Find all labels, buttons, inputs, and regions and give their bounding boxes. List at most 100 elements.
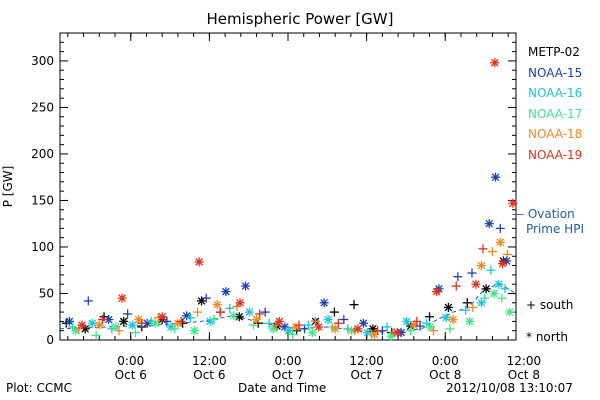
point-noaa-15 (495, 223, 505, 233)
point-stroke-d2 (402, 317, 411, 326)
y-tick-label: 300 (31, 54, 54, 68)
point-noaa-17 (229, 311, 239, 321)
legend-item-noaa-17: NOAA-17 (528, 106, 583, 121)
point-noaa-19 (451, 281, 461, 291)
point-stroke-d2 (281, 323, 289, 331)
point-noaa-17 (505, 307, 515, 317)
point-noaa-18 (369, 329, 379, 339)
point-noaa-17 (307, 328, 317, 338)
ovation-label-line1: — Ovation (512, 207, 575, 221)
point-noaa-19 (353, 324, 363, 334)
point-metp-02 (425, 312, 435, 322)
point-stroke-d2 (496, 238, 505, 247)
point-stroke-d2 (158, 312, 167, 321)
point-noaa-17 (130, 328, 140, 338)
point-noaa-15 (201, 293, 211, 303)
point-noaa-19 (97, 315, 107, 325)
point-stroke-d2 (241, 282, 250, 290)
point-noaa-19 (235, 298, 245, 308)
point-noaa-15 (484, 219, 494, 229)
point-stroke-d2 (472, 280, 480, 289)
point-noaa-16 (323, 315, 333, 325)
x-tick-date-label: Oct 6 (193, 368, 225, 382)
point-stroke-d2 (494, 280, 503, 289)
point-stroke-d2 (229, 311, 238, 320)
point-noaa-19 (373, 326, 383, 336)
point-stroke-d2 (442, 313, 450, 322)
point-noaa-15 (415, 321, 425, 331)
point-noaa-17 (209, 315, 219, 325)
point-noaa-17 (91, 330, 101, 340)
point-noaa-19 (117, 293, 127, 303)
y-axis-label: P [GW] (1, 166, 15, 208)
point-noaa-15 (221, 287, 231, 297)
x-tick-time-label: 0:00 (275, 354, 302, 368)
point-noaa-16 (186, 313, 196, 323)
point-noaa-19 (333, 318, 343, 328)
point-stroke-d2 (369, 325, 377, 333)
point-stroke-d2 (111, 323, 120, 331)
point-noaa-16 (402, 316, 412, 326)
point-noaa-16 (494, 279, 504, 289)
point-stroke-d2 (128, 321, 137, 329)
point-metp-02 (329, 307, 339, 317)
point-stroke-d2 (118, 294, 126, 302)
point-stroke-d2 (320, 298, 329, 307)
point-stroke-d2 (182, 311, 191, 320)
point-noaa-16 (382, 322, 392, 332)
point-noaa-15 (467, 268, 477, 278)
point-noaa-15 (182, 311, 192, 321)
x-tick-time-label: 12:00 (507, 354, 542, 368)
point-noaa-19 (314, 322, 324, 332)
point-stroke-d2 (490, 289, 498, 298)
point-noaa-17 (465, 316, 475, 326)
point-stroke-d2 (477, 298, 486, 307)
point-stroke-d2 (252, 315, 261, 324)
legend-item-metp-02: METP-02 (528, 45, 580, 59)
point-noaa-15 (64, 316, 74, 326)
point-noaa-16 (205, 316, 215, 326)
x-tick-time-label: 0:00 (432, 354, 459, 368)
point-stroke-d2 (393, 328, 402, 337)
point-noaa-18 (212, 300, 222, 310)
x-tick-date-label: Oct 7 (272, 368, 304, 382)
point-noaa-16 (476, 298, 486, 308)
point-stroke-d2 (498, 259, 507, 268)
point-noaa-17 (445, 324, 455, 334)
point-stroke-d2 (134, 315, 143, 324)
point-stroke-d2 (308, 328, 317, 337)
point-stroke-d2 (222, 287, 230, 296)
point-noaa-16 (421, 318, 431, 328)
x-tick-time-label: 0:00 (117, 354, 144, 368)
legend-north-symbol: * north (526, 330, 569, 344)
point-noaa-15 (339, 315, 349, 325)
point-noaa-15 (83, 296, 93, 306)
point-noaa-16 (146, 316, 156, 326)
point-metp-02 (349, 300, 359, 310)
point-stroke-d2 (324, 315, 332, 324)
point-noaa-17 (111, 322, 121, 332)
legend-item-noaa-16: NOAA-16 (528, 86, 583, 100)
point-noaa-15 (491, 172, 501, 182)
point-noaa-19 (77, 320, 87, 330)
point-stroke-d2 (95, 321, 104, 329)
point-stroke-d2 (167, 323, 175, 331)
point-noaa-18 (193, 307, 203, 317)
y-tick-label: 50 (39, 286, 54, 300)
point-noaa-15 (162, 316, 172, 326)
point-noaa-16 (107, 324, 117, 334)
point-noaa-19 (412, 316, 422, 326)
point-noaa-19 (490, 58, 500, 68)
point-noaa-19 (471, 279, 481, 289)
x-tick-date-label: Oct 8 (429, 368, 461, 382)
point-noaa-19 (194, 257, 204, 267)
point-noaa-15 (104, 315, 114, 325)
point-noaa-19 (215, 307, 225, 317)
point-stroke-d2 (275, 317, 284, 326)
plot-frame (59, 32, 517, 341)
point-noaa-16 (127, 320, 137, 330)
point-noaa-16 (244, 307, 254, 317)
point-noaa-18 (448, 315, 458, 325)
point-stroke-d2 (314, 323, 323, 331)
point-stroke-d2 (104, 315, 113, 324)
